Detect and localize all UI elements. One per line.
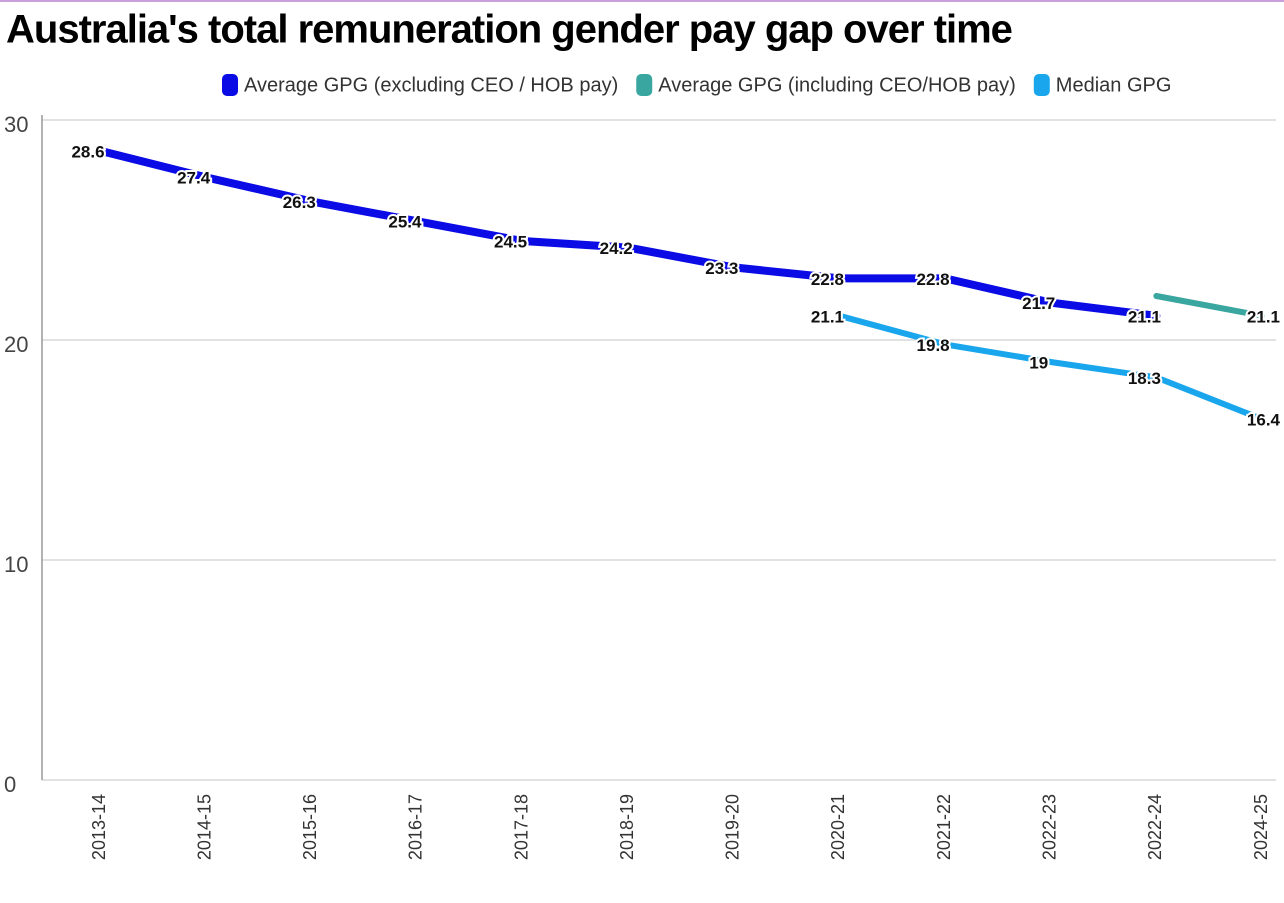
legend-swatch [222, 74, 238, 96]
x-tick-label: 2021-22 [934, 794, 954, 860]
y-tick-label: 10 [4, 552, 28, 577]
series-line [836, 312, 1265, 423]
x-tick-label: 2013-14 [89, 794, 109, 860]
x-tick-label: 2020-21 [828, 794, 848, 860]
data-label: 28.6 [71, 142, 104, 161]
data-label: 19.8 [917, 336, 950, 355]
chart-title: Australia's total remuneration gender pa… [6, 8, 1012, 52]
x-tick-label: 2018-19 [617, 794, 637, 860]
data-label: 26.3 [283, 193, 316, 212]
x-tick-label: 2022-23 [1039, 794, 1059, 860]
series-line [96, 146, 1161, 320]
data-label: 21.1 [1128, 307, 1161, 326]
data-label: 19 [1029, 353, 1048, 372]
x-tick-label: 2022-24 [1145, 794, 1165, 860]
data-label: 27.4 [177, 169, 211, 188]
data-label: 24.2 [600, 239, 633, 258]
data-label: 21.1 [1247, 307, 1280, 326]
data-label: 18.3 [1128, 369, 1161, 388]
x-tick-label: 2015-16 [300, 794, 320, 860]
y-tick-label: 30 [4, 112, 28, 137]
data-label: 16.4 [1247, 411, 1281, 430]
x-tick-label: 2024-25 [1251, 794, 1271, 860]
x-tick-label: 2019-20 [723, 794, 743, 860]
data-label: 25.4 [388, 213, 422, 232]
data-label: 23.3 [705, 259, 738, 278]
x-tick-label: 2014-15 [194, 794, 214, 860]
y-tick-label: 20 [4, 332, 28, 357]
x-tick-label: 2017-18 [511, 794, 531, 860]
series-line [1153, 293, 1265, 319]
legend-swatch [636, 74, 653, 96]
y-tick-label: 0 [4, 772, 16, 797]
data-label: 22.8 [811, 270, 844, 289]
legend: Average GPG (excluding CEO / HOB pay) Ave… [222, 74, 1171, 96]
legend-swatch [1033, 74, 1050, 96]
legend-label: Average GPG (including CEO/HOB pay) [658, 74, 1016, 96]
legend-label: Average GPG (excluding CEO / HOB pay) [244, 74, 618, 96]
data-label: 22.8 [917, 270, 950, 289]
data-label: 21.1 [811, 307, 844, 326]
data-label: 21.7 [1022, 294, 1055, 313]
x-tick-label: 2016-17 [406, 794, 426, 860]
data-label: 24.5 [494, 232, 527, 251]
legend-label: Median GPG [1056, 74, 1172, 96]
